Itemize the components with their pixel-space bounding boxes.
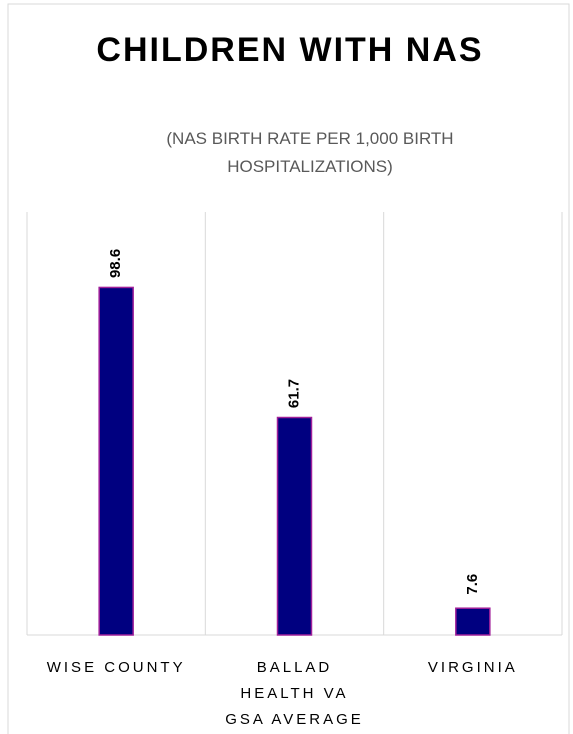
x-tick-label: WISE COUNTY [47, 659, 186, 676]
chart-title: CHILDREN WITH NAS [96, 31, 483, 69]
data-label: 7.6 [464, 574, 481, 595]
x-tick-label: VIRGINIA [428, 659, 518, 676]
chart-border [7, 3, 570, 734]
chart-subtitle: (NAS BIRTH RATE PER 1,000 BIRTH HOSPITALI… [166, 129, 453, 176]
data-label: 98.6 [107, 249, 124, 278]
data-label: 61.7 [285, 379, 302, 408]
x-tick-label: BALLAD HEALTH VA GSA AVERAGE [225, 659, 364, 728]
bar [276, 416, 313, 636]
bar [98, 286, 134, 636]
bar [455, 607, 491, 636]
